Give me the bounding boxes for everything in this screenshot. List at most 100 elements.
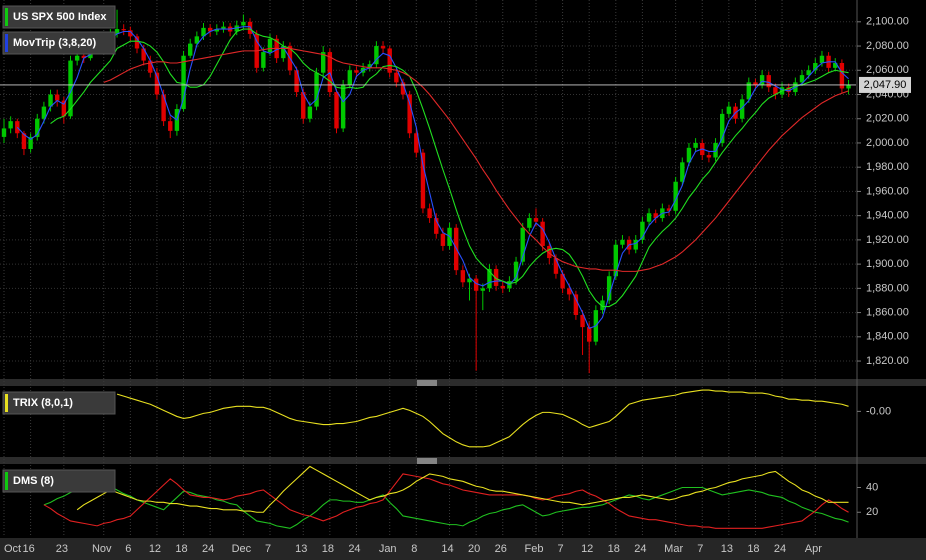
x-tick-label: Feb <box>525 543 544 555</box>
candle-body <box>540 221 545 246</box>
x-tick-label: 7 <box>697 543 703 555</box>
candle-body <box>420 152 426 209</box>
candle-body <box>833 63 838 68</box>
candle-body <box>121 29 126 31</box>
candle-body <box>134 36 140 49</box>
candle-body <box>241 21 246 26</box>
y-tick-label: 2,060.00 <box>866 64 909 76</box>
candle-body <box>620 239 625 245</box>
x-tick-label: 7 <box>265 543 271 555</box>
candle-body <box>799 75 805 83</box>
candle-body <box>846 84 851 89</box>
y-tick-label: 1,820.00 <box>866 355 909 367</box>
x-tick-label: 8 <box>411 543 417 555</box>
candle-body <box>813 63 818 71</box>
candle-body <box>207 27 213 32</box>
indicator-line <box>76 465 849 513</box>
candle-body <box>128 30 133 37</box>
indicator-line <box>50 28 849 308</box>
x-tick-label: 26 <box>495 543 507 555</box>
candle-body <box>414 133 419 153</box>
pane-divider[interactable] <box>0 379 926 386</box>
candle-body <box>61 100 67 117</box>
candle-body <box>773 87 778 95</box>
candle-body <box>839 63 845 89</box>
y-tick-label: 20 <box>866 506 878 518</box>
candle-body <box>55 94 60 101</box>
candle-body <box>301 92 306 119</box>
x-tick-label: Oct <box>4 543 21 555</box>
candle-body <box>460 270 466 283</box>
y-tick-label: -0.00 <box>866 405 891 417</box>
candle-body <box>367 64 372 68</box>
candle-body <box>294 70 299 93</box>
candle-body <box>759 75 765 85</box>
x-tick-label: 12 <box>581 543 593 555</box>
y-tick-label: 1,840.00 <box>866 331 909 343</box>
candle-body <box>533 218 539 222</box>
x-tick-label: 18 <box>175 543 187 555</box>
candle-body <box>334 92 339 129</box>
candle-body <box>374 46 379 65</box>
x-tick-label: 18 <box>608 543 620 555</box>
x-tick-label: Apr <box>805 543 822 555</box>
candle-body <box>640 221 645 240</box>
candle-body <box>520 227 525 262</box>
candle-body <box>720 113 725 143</box>
grid <box>0 0 856 537</box>
candle-body <box>500 285 505 289</box>
candle-body <box>194 36 200 44</box>
candle-body <box>467 278 472 283</box>
candle-body <box>527 218 532 228</box>
y-tick-label: 2,000.00 <box>866 137 909 149</box>
y-tick-label: 1,920.00 <box>866 234 909 246</box>
candle-body <box>380 46 386 49</box>
candle-body <box>400 82 406 95</box>
candle-body <box>68 60 73 117</box>
indicator-line <box>16 26 849 330</box>
candle-body <box>560 273 565 289</box>
x-axis-strip <box>0 538 926 560</box>
legend-swatch <box>5 472 8 490</box>
candle-body <box>281 46 286 59</box>
y-tick-label: 2,080.00 <box>866 40 909 52</box>
x-tick-label: Nov <box>92 543 112 555</box>
candle-body <box>819 55 825 63</box>
candle-body <box>573 294 579 315</box>
pane-divider[interactable] <box>0 457 926 464</box>
candle-body <box>766 75 771 88</box>
candle-body <box>261 52 266 68</box>
indicator-line <box>116 389 849 448</box>
y-tick-label: 1,900.00 <box>866 258 909 270</box>
x-tick-label: 12 <box>149 543 161 555</box>
candle-body <box>480 288 485 291</box>
x-tick-label: 20 <box>468 543 480 555</box>
divider-handle[interactable] <box>417 380 437 464</box>
legend-swatch <box>5 8 8 26</box>
candle-body <box>347 70 352 85</box>
last-price-box <box>859 76 911 93</box>
candle-body <box>726 106 732 114</box>
candle-body <box>653 213 658 219</box>
candle-body <box>214 29 219 32</box>
candle-body <box>580 315 585 328</box>
candle-body <box>547 245 552 259</box>
candle-body <box>141 48 146 61</box>
last-price-label: 2,047.90 <box>864 79 907 91</box>
candle-body <box>680 162 685 182</box>
legend-label: MovTrip (3,8,20) <box>13 37 96 49</box>
legend-label: TRIX (8,0,1) <box>13 397 73 409</box>
candle-body <box>201 27 206 37</box>
candle-body <box>646 213 652 222</box>
x-tick-label: 13 <box>295 543 307 555</box>
candle-body <box>606 276 612 301</box>
candle-body <box>739 99 745 119</box>
y-tick-label: 2,100.00 <box>866 16 909 28</box>
candle-body <box>267 38 273 53</box>
x-tick-label: 14 <box>441 543 453 555</box>
x-tick-label: 18 <box>747 543 759 555</box>
candle-body <box>321 52 326 73</box>
x-tick-label: 24 <box>774 543 786 555</box>
candle-body <box>41 106 47 119</box>
